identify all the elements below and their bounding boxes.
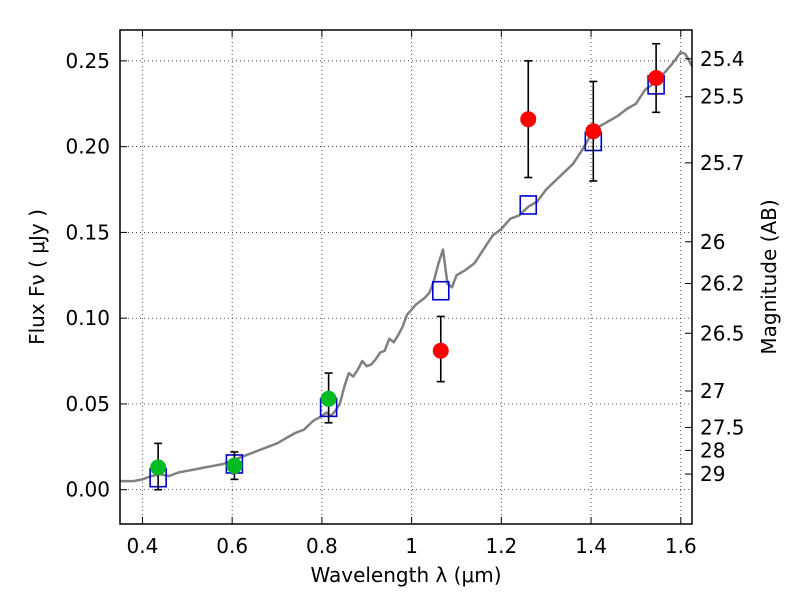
y-axis-label: Flux Fν ( μJy ): [25, 209, 49, 345]
right-tick-label: 26.5: [700, 321, 745, 345]
data-point: [320, 390, 337, 407]
x-tick-label: 0.6: [216, 534, 248, 558]
data-point: [150, 459, 167, 476]
y-tick-label: 0.15: [65, 220, 110, 244]
model-square: [519, 195, 538, 215]
right-tick-label: 27: [700, 379, 725, 403]
tick-labels: 0.4 0.6 0.8 1 1.2 1.4 1.6 0.00 0.05 0.10 0.15 0.20 0…: [65, 47, 744, 558]
plot-frame: [119, 29, 693, 525]
data-point: [520, 111, 537, 128]
tick-marks: [120, 30, 692, 524]
x-tick-label: 1: [405, 534, 418, 558]
x-tick-label: 1.4: [575, 534, 607, 558]
right-tick-label: 26: [700, 230, 725, 254]
data-point: [432, 342, 449, 359]
grid-lines: [120, 30, 692, 524]
data-point: [585, 123, 602, 140]
right-tick-label: 28: [700, 438, 725, 462]
model-square: [431, 280, 450, 301]
right-tick-label: 29: [700, 462, 725, 486]
y-tick-label: 0.20: [65, 135, 110, 159]
data-point: [226, 457, 243, 474]
y-tick-label: 0.25: [65, 49, 110, 73]
x-tick-label: 1.6: [665, 534, 697, 558]
y-tick-label: 0.05: [65, 392, 110, 416]
right-tick-label: 25.7: [700, 151, 745, 175]
right-tick-label: 26.2: [700, 271, 745, 295]
x-tick-label: 0.8: [306, 534, 338, 558]
right-tick-label: 27.5: [700, 415, 745, 439]
y-tick-label: 0.00: [65, 478, 110, 502]
right-tick-label: 25.5: [700, 85, 745, 109]
data-point: [648, 70, 665, 87]
y-axis-right-label: Magnitude (AB): [757, 199, 781, 354]
x-tick-label: 0.4: [127, 534, 159, 558]
x-axis-label: Wavelength λ (μm): [310, 563, 501, 587]
x-tick-label: 1.2: [485, 534, 517, 558]
right-tick-label: 25.4: [700, 47, 745, 71]
series-layer: [120, 42, 694, 491]
y-tick-label: 0.10: [65, 306, 110, 330]
